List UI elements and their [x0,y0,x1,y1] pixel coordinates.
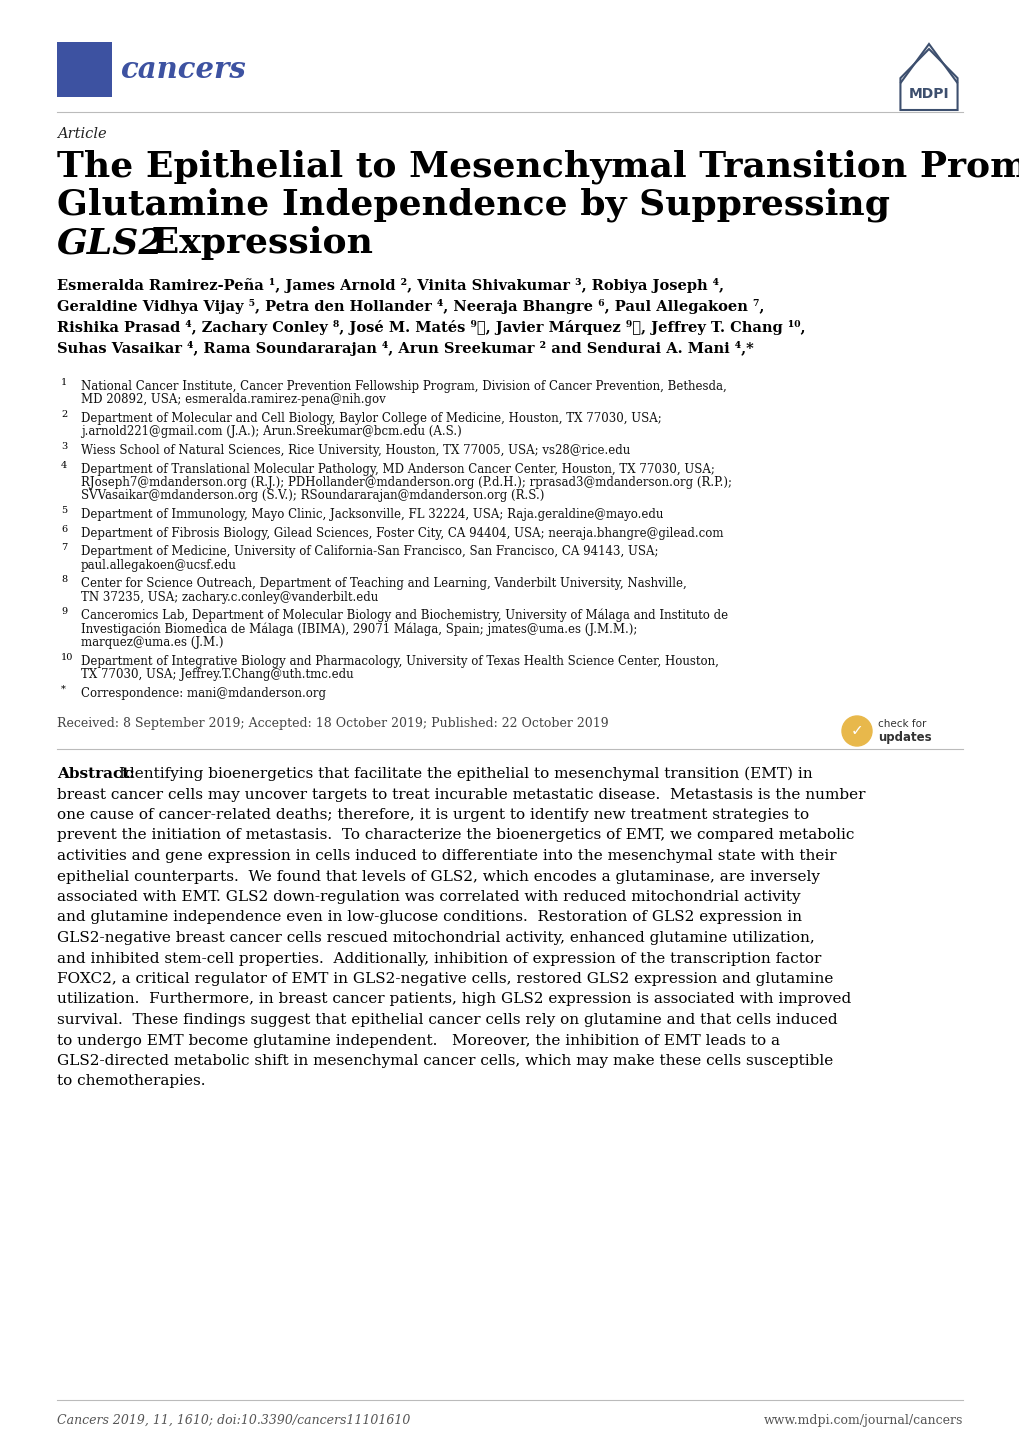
Text: Cancers 2019, 11, 1610; doi:10.3390/cancers11101610: Cancers 2019, 11, 1610; doi:10.3390/canc… [57,1415,410,1428]
Text: 1: 1 [61,378,67,386]
Text: Canceromics Lab, Department of Molecular Biology and Biochemistry, University of: Canceromics Lab, Department of Molecular… [81,609,728,623]
Text: *: * [61,685,66,694]
Text: Article: Article [57,127,107,141]
Text: FOXC2, a critical regulator of EMT in GLS2-negative cells, restored GLS2 express: FOXC2, a critical regulator of EMT in GL… [57,972,833,986]
Text: SVVasaikar@mdanderson.org (S.V.); RSoundararajan@mdanderson.org (R.S.): SVVasaikar@mdanderson.org (S.V.); RSound… [81,489,544,502]
Text: TN 37235, USA; zachary.c.conley@vanderbilt.edu: TN 37235, USA; zachary.c.conley@vanderbi… [81,591,378,604]
Text: GLS2-negative breast cancer cells rescued mitochondrial activity, enhanced gluta: GLS2-negative breast cancer cells rescue… [57,932,814,945]
Text: Correspondence: mani@mdanderson.org: Correspondence: mani@mdanderson.org [81,686,326,699]
Text: Department of Molecular and Cell Biology, Baylor College of Medicine, Houston, T: Department of Molecular and Cell Biology… [81,412,661,425]
Text: 5: 5 [61,506,67,515]
Text: utilization.  Furthermore, in breast cancer patients, high GLS2 expression is as: utilization. Furthermore, in breast canc… [57,992,851,1007]
Text: cancers: cancers [120,55,246,84]
Text: 6: 6 [61,525,67,534]
Text: and glutamine independence even in low-glucose conditions.  Restoration of GLS2 : and glutamine independence even in low-g… [57,910,801,924]
Text: Geraldine Vidhya Vijay ⁵, Petra den Hollander ⁴, Neeraja Bhangre ⁶, Paul Allegak: Geraldine Vidhya Vijay ⁵, Petra den Holl… [57,298,763,314]
FancyBboxPatch shape [57,42,112,97]
Text: Department of Integrative Biology and Pharmacology, University of Texas Health S: Department of Integrative Biology and Ph… [81,655,718,668]
Text: marquez@uma.es (J.M.): marquez@uma.es (J.M.) [81,636,223,649]
Text: Esmeralda Ramirez-Peña ¹, James Arnold ², Vinita Shivakumar ³, Robiya Joseph ⁴,: Esmeralda Ramirez-Peña ¹, James Arnold ²… [57,278,723,293]
Text: GLS2: GLS2 [57,226,164,260]
Text: Received: 8 September 2019; Accepted: 18 October 2019; Published: 22 October 201: Received: 8 September 2019; Accepted: 18… [57,717,608,730]
Text: Wiess School of Natural Sciences, Rice University, Houston, TX 77005, USA; vs28@: Wiess School of Natural Sciences, Rice U… [81,444,630,457]
Text: RJoseph7@mdanderson.org (R.J.); PDHollander@mdanderson.org (P.d.H.); rprasad3@md: RJoseph7@mdanderson.org (R.J.); PDHollan… [81,476,732,489]
Text: Department of Translational Molecular Pathology, MD Anderson Cancer Center, Hous: Department of Translational Molecular Pa… [81,463,714,476]
Text: Rishika Prasad ⁴, Zachary Conley ⁸, José M. Matés ⁹ⓘ, Javier Márquez ⁹ⓘ, Jeffrey: Rishika Prasad ⁴, Zachary Conley ⁸, José… [57,320,805,335]
Text: 7: 7 [61,544,67,552]
Text: Glutamine Independence by Suppressing: Glutamine Independence by Suppressing [57,187,890,222]
Text: Abstract:: Abstract: [57,767,135,782]
Text: Identifying bioenergetics that facilitate the epithelial to mesenchymal transiti: Identifying bioenergetics that facilitat… [119,767,812,782]
Text: 4: 4 [61,460,67,470]
Text: 3: 3 [61,443,67,451]
Text: Investigación Biomedica de Málaga (IBIMA), 29071 Málaga, Spain; jmates@uma.es (J: Investigación Biomedica de Málaga (IBIMA… [81,623,637,636]
Text: breast cancer cells may uncover targets to treat incurable metastatic disease.  : breast cancer cells may uncover targets … [57,787,865,802]
Text: 9: 9 [61,607,67,616]
Text: 2: 2 [61,410,67,420]
Text: Suhas Vasaikar ⁴, Rama Soundararajan ⁴, Arun Sreekumar ² and Sendurai A. Mani ⁴,: Suhas Vasaikar ⁴, Rama Soundararajan ⁴, … [57,340,753,356]
Text: ✓: ✓ [850,724,862,738]
Circle shape [841,717,871,746]
Text: www.mdpi.com/journal/cancers: www.mdpi.com/journal/cancers [763,1415,962,1428]
Text: prevent the initiation of metastasis.  To characterize the bioenergetics of EMT,: prevent the initiation of metastasis. To… [57,829,854,842]
Text: one cause of cancer-related deaths; therefore, it is urgent to identify new trea: one cause of cancer-related deaths; ther… [57,808,808,822]
Text: Department of Fibrosis Biology, Gilead Sciences, Foster City, CA 94404, USA; nee: Department of Fibrosis Biology, Gilead S… [81,526,722,539]
Text: 10: 10 [61,652,73,662]
Text: to chemotherapies.: to chemotherapies. [57,1074,205,1089]
Text: associated with EMT. GLS2 down-regulation was correlated with reduced mitochondr: associated with EMT. GLS2 down-regulatio… [57,890,800,904]
Text: MD 20892, USA; esmeralda.ramirez-pena@nih.gov: MD 20892, USA; esmeralda.ramirez-pena@ni… [81,394,385,407]
Text: and inhibited stem-cell properties.  Additionally, inhibition of expression of t: and inhibited stem-cell properties. Addi… [57,952,820,966]
Text: Expression: Expression [139,226,373,260]
Text: activities and gene expression in cells induced to differentiate into the mesenc: activities and gene expression in cells … [57,849,836,862]
Text: MDPI: MDPI [908,87,949,101]
Text: TX 77030, USA; Jeffrey.T.Chang@uth.tmc.edu: TX 77030, USA; Jeffrey.T.Chang@uth.tmc.e… [81,668,354,681]
Text: 8: 8 [61,575,67,584]
Text: updates: updates [877,731,930,744]
Text: Department of Immunology, Mayo Clinic, Jacksonville, FL 32224, USA; Raja.geraldi: Department of Immunology, Mayo Clinic, J… [81,508,662,521]
Text: GLS2-directed metabolic shift in mesenchymal cancer cells, which may make these : GLS2-directed metabolic shift in mesench… [57,1054,833,1069]
Text: Center for Science Outreach, Department of Teaching and Learning, Vanderbilt Uni: Center for Science Outreach, Department … [81,577,686,590]
Text: epithelial counterparts.  We found that levels of GLS2, which encodes a glutamin: epithelial counterparts. We found that l… [57,870,819,884]
Text: Department of Medicine, University of California-San Francisco, San Francisco, C: Department of Medicine, University of Ca… [81,545,658,558]
Text: The Epithelial to Mesenchymal Transition Promotes: The Epithelial to Mesenchymal Transition… [57,150,1019,185]
Text: National Cancer Institute, Cancer Prevention Fellowship Program, Division of Can: National Cancer Institute, Cancer Preven… [81,381,727,394]
Text: to undergo EMT become glutamine independent.   Moreover, the inhibition of EMT l: to undergo EMT become glutamine independ… [57,1034,780,1047]
Text: paul.allegakoen@ucsf.edu: paul.allegakoen@ucsf.edu [81,558,236,571]
Text: check for: check for [877,720,925,730]
Text: survival.  These findings suggest that epithelial cancer cells rely on glutamine: survival. These findings suggest that ep… [57,1012,837,1027]
Text: j.arnold221@gmail.com (J.A.); Arun.Sreekumar@bcm.edu (A.S.): j.arnold221@gmail.com (J.A.); Arun.Sreek… [81,425,462,438]
